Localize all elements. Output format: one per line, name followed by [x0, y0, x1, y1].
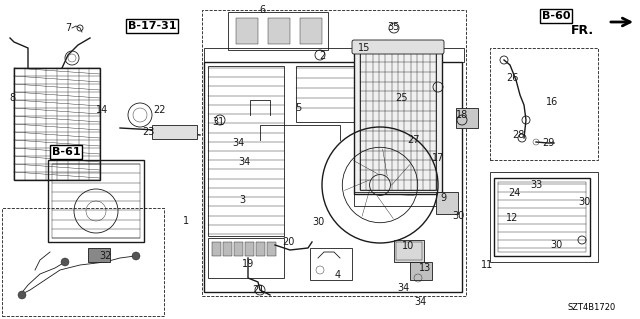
Text: 4: 4	[335, 270, 341, 280]
Text: 8: 8	[9, 93, 15, 103]
Bar	[256, 242, 265, 256]
Circle shape	[61, 258, 69, 266]
Text: 34: 34	[414, 297, 426, 307]
Text: 34: 34	[238, 157, 250, 167]
FancyBboxPatch shape	[352, 40, 444, 54]
Bar	[456, 108, 478, 128]
Text: 28: 28	[512, 130, 524, 140]
Text: 9: 9	[440, 193, 446, 203]
Circle shape	[18, 291, 26, 299]
Bar	[300, 18, 322, 44]
Bar	[204, 62, 462, 292]
Text: B-60: B-60	[541, 11, 570, 21]
Text: 33: 33	[530, 180, 542, 190]
Text: 18: 18	[456, 110, 468, 120]
Bar	[494, 178, 590, 256]
Text: 6: 6	[259, 5, 265, 15]
Bar	[152, 125, 197, 139]
Text: 5: 5	[295, 103, 301, 113]
Bar	[410, 262, 432, 280]
Text: 22: 22	[154, 105, 166, 115]
Text: 24: 24	[508, 188, 520, 198]
Bar	[212, 242, 221, 256]
Bar	[202, 10, 466, 296]
Text: 25: 25	[396, 93, 408, 103]
Bar	[394, 240, 424, 262]
Text: 30: 30	[578, 197, 590, 207]
Text: 21: 21	[252, 285, 264, 295]
Bar	[490, 48, 598, 160]
Text: SZT4B1720: SZT4B1720	[568, 302, 616, 311]
Text: 26: 26	[506, 73, 518, 83]
Text: 16: 16	[546, 97, 558, 107]
Bar	[354, 48, 442, 194]
Text: 13: 13	[419, 263, 431, 273]
Text: 31: 31	[212, 117, 224, 127]
Bar	[310, 248, 352, 280]
Bar	[223, 242, 232, 256]
Bar	[245, 242, 254, 256]
Bar	[2, 208, 164, 316]
Text: 35: 35	[387, 22, 399, 32]
Text: B-17-31: B-17-31	[128, 21, 176, 31]
Text: 3: 3	[239, 195, 245, 205]
Text: 23: 23	[142, 127, 154, 137]
Text: 7: 7	[65, 23, 71, 33]
Text: 2: 2	[319, 51, 325, 61]
Text: 29: 29	[542, 138, 554, 148]
Text: 10: 10	[402, 241, 414, 251]
Bar	[354, 192, 442, 206]
Bar	[88, 248, 110, 262]
Text: 30: 30	[452, 211, 464, 221]
Text: 17: 17	[432, 153, 444, 163]
Bar	[236, 18, 258, 44]
Bar	[228, 12, 328, 50]
Bar	[296, 66, 358, 122]
Text: 27: 27	[408, 135, 420, 145]
Text: 1: 1	[183, 216, 189, 226]
Bar	[267, 242, 276, 256]
Text: 34: 34	[232, 138, 244, 148]
Text: 34: 34	[397, 283, 409, 293]
Text: 32: 32	[100, 251, 112, 261]
Bar	[436, 192, 458, 214]
Bar	[52, 164, 140, 238]
Bar	[498, 182, 586, 252]
Bar	[204, 48, 464, 62]
Text: 20: 20	[282, 237, 294, 247]
Text: 15: 15	[358, 43, 370, 53]
Text: 30: 30	[312, 217, 324, 227]
Bar	[208, 238, 284, 278]
Bar	[208, 66, 284, 236]
Text: 12: 12	[506, 213, 518, 223]
Bar	[360, 52, 436, 190]
Text: 30: 30	[550, 240, 562, 250]
Text: 19: 19	[242, 259, 254, 269]
Bar	[48, 160, 144, 242]
Bar	[234, 242, 243, 256]
Bar	[268, 18, 290, 44]
Bar	[14, 68, 100, 180]
Circle shape	[132, 252, 140, 260]
Bar	[396, 242, 422, 260]
Bar	[490, 172, 598, 262]
Text: 11: 11	[481, 260, 493, 270]
Text: FR.: FR.	[571, 24, 594, 36]
Text: B-61: B-61	[52, 147, 80, 157]
Text: 14: 14	[96, 105, 108, 115]
